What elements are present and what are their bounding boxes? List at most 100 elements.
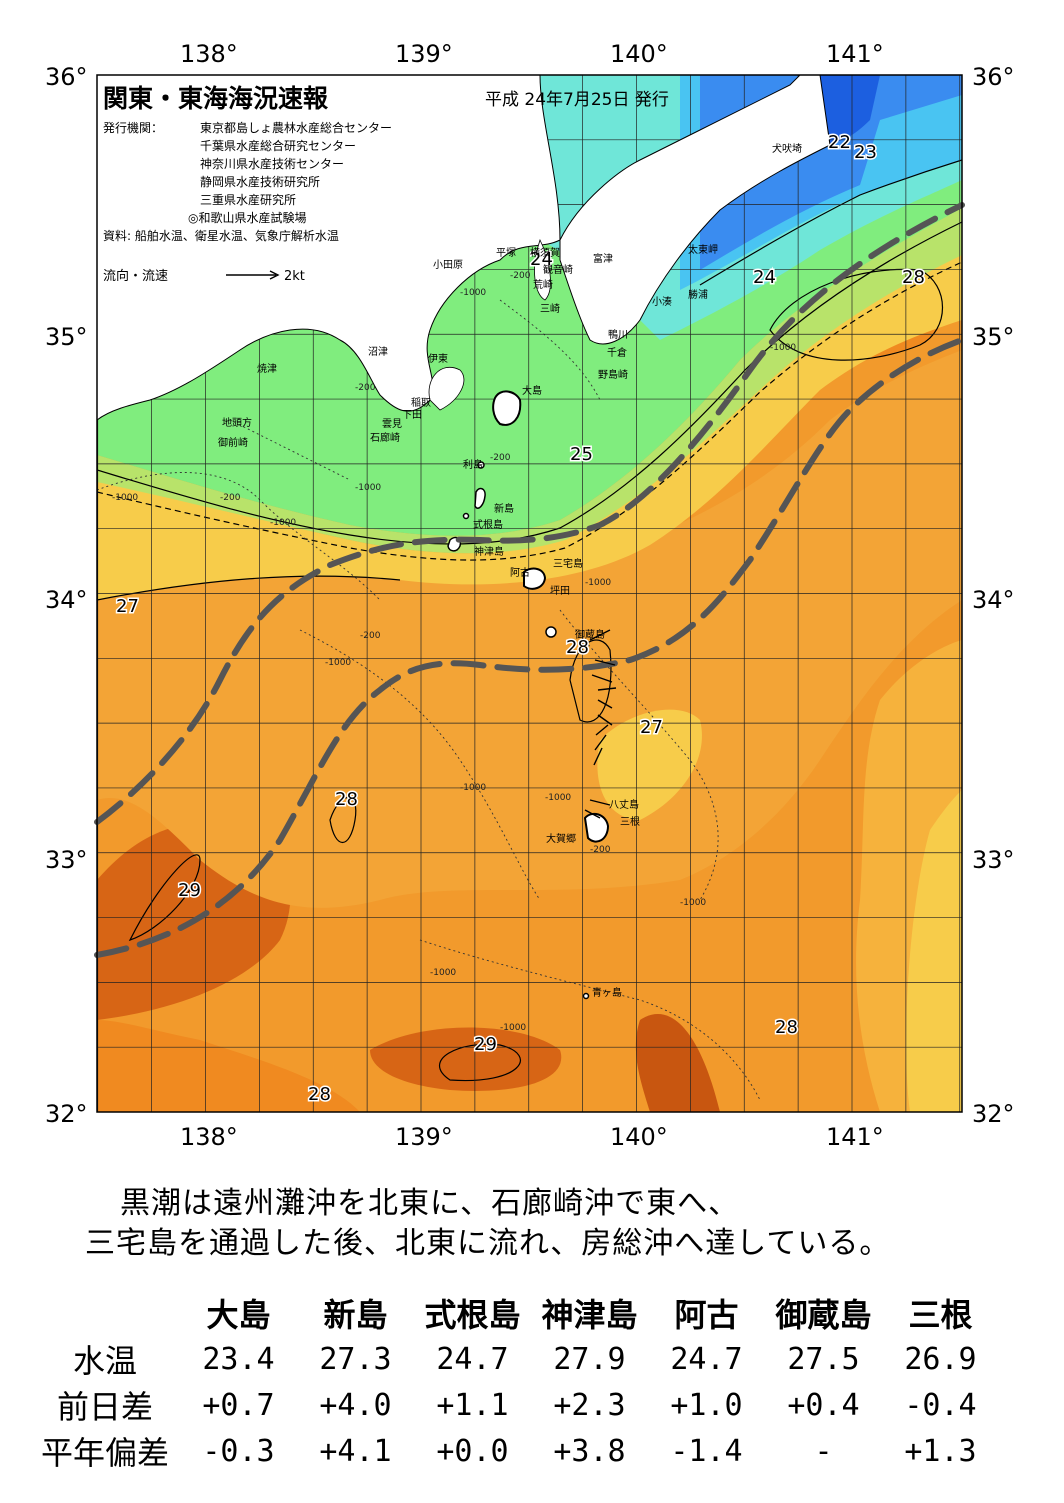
row-label: 水温 [72, 1342, 137, 1380]
depth-1000-b: -1000 [770, 343, 796, 353]
issuer-4: 静岡県水産技術研究所 [200, 174, 320, 189]
table-cell: +0.0 [436, 1433, 509, 1469]
niijima-island [474, 487, 486, 509]
issue-date: 平成 24年7月25日 発行 [485, 90, 669, 110]
col-header: 御蔵島 [775, 1296, 872, 1334]
lat-right-35: 35° [972, 323, 1015, 351]
place-kamogawa: 鴨川 [608, 328, 628, 341]
shikinejima-island [462, 512, 470, 520]
lat-left-32: 32° [45, 1100, 88, 1128]
table-cell: 27.3 [319, 1341, 392, 1377]
sst-table: 大島 新島 式根島 神津島 阿古 御蔵島 三根 水温 23.4 27.3 24.… [30, 1290, 999, 1474]
table-cell: +1.3 [904, 1433, 977, 1469]
label-28-c: 28 [335, 789, 358, 810]
label-27-b: 27 [640, 717, 663, 738]
table-cell: -0.3 [202, 1433, 275, 1469]
place-shimoda: 下田 [402, 410, 422, 421]
toshima-island [477, 461, 485, 469]
place-jitokata: 地頭方 [222, 416, 252, 429]
place-yaizu: 焼津 [257, 363, 277, 375]
place-taito: 太東岬 [688, 243, 718, 256]
hachijojima-island [583, 812, 610, 843]
lon-bottom-139: 139° [395, 1123, 453, 1151]
label-28-e: 28 [308, 1084, 331, 1105]
lat-left-33: 33° [45, 846, 88, 874]
sea-29-south [370, 1027, 562, 1091]
table-cell: - [814, 1433, 833, 1469]
place-aogashima: 青ヶ島 [592, 986, 622, 999]
table-cell: +1.1 [436, 1387, 509, 1423]
col-header: 三根 [908, 1296, 973, 1334]
place-miyakejima: 三宅島 [553, 557, 583, 570]
data-source: 資料: 船舶水温、衛星水温、気象庁解析水温 [103, 228, 339, 243]
table-cell: -0.4 [904, 1387, 977, 1423]
lon-top-139: 139° [395, 40, 453, 68]
table-cell: 26.9 [904, 1341, 977, 1377]
place-odawara: 小田原 [433, 259, 463, 271]
map-frame [96, 74, 963, 1113]
sea-27-band [97, 250, 962, 600]
depth-200-f: -200 [590, 845, 611, 855]
place-mikurajima: 御蔵島 [575, 628, 605, 641]
depth-1000-g: -1000 [585, 578, 611, 588]
place-mitsune: 三根 [620, 815, 640, 828]
sea-29-se [635, 1014, 720, 1112]
lon-top-138: 138° [180, 40, 238, 68]
label-24-a: 24 [530, 249, 553, 270]
sst-map: 関東・東海海況速報 平成 24年7月25日 発行 発行機関： 東京都島しょ農林水… [45, 40, 1015, 1151]
place-hachijojima: 八丈島 [609, 798, 639, 811]
kuroshio-axis [94, 202, 965, 958]
depth-contours [97, 299, 761, 1101]
lat-right-34: 34° [972, 586, 1015, 614]
lon-top-141: 141° [826, 40, 884, 68]
issuer-2: 千葉県水産総合研究センター [200, 138, 356, 153]
depth-200-a: -200 [510, 271, 531, 281]
sea-27-hachijo [597, 709, 702, 820]
place-inatori: 稲取 [411, 397, 431, 409]
place-inubo: 犬吠埼 [772, 142, 802, 155]
current-legend-label: 流向・流速 [103, 268, 168, 284]
depth-1000-d: -1000 [112, 493, 138, 503]
label-28-d: 28 [775, 1017, 798, 1038]
lon-bottom-140: 140° [610, 1123, 668, 1151]
place-irozaki: 石廊崎 [370, 431, 400, 444]
place-katsuura: 勝浦 [688, 288, 708, 301]
lon-bottom-138: 138° [180, 1123, 238, 1151]
depth-1000-a: -1000 [460, 288, 486, 298]
lon-bottom-141: 141° [826, 1123, 884, 1151]
place-araizaki: 荒崎 [533, 278, 553, 291]
issuer-6: ◎和歌山県水産試験場 [188, 210, 306, 225]
sea-28b-sw [97, 1020, 360, 1112]
col-header: 式根島 [424, 1296, 521, 1334]
place-tomitsu: 富津 [593, 252, 613, 265]
issuer-1: 東京都島しょ農林水産総合センター [200, 120, 392, 135]
place-ito: 伊東 [428, 352, 448, 365]
label-25: 25 [570, 444, 593, 465]
table-cell: +0.7 [202, 1387, 275, 1423]
lon-top-140: 140° [610, 40, 668, 68]
mikurajima-island [545, 626, 557, 638]
depth-200-b: -200 [355, 383, 376, 393]
place-ako: 阿古 [510, 566, 530, 579]
issuer-5: 三重県水産研究所 [200, 192, 296, 207]
place-tsubota: 坪田 [550, 584, 570, 597]
axis-labels: 138° 139° 140° 141° 138° 139° 140° 141° … [45, 40, 1015, 1151]
place-kozushima: 神津島 [474, 545, 504, 558]
lat-left-35: 35° [45, 323, 88, 351]
depth-1000-k: -1000 [430, 968, 456, 978]
depth-1000-j: -1000 [680, 898, 706, 908]
lat-right-36: 36° [972, 63, 1015, 91]
depth-1000-l: -1000 [500, 1023, 526, 1033]
row-label: 平年偏差 [40, 1434, 169, 1472]
table-header-row: 大島 新島 式根島 神津島 阿古 御蔵島 三根 [30, 1290, 999, 1336]
label-22: 22 [828, 132, 851, 153]
place-omaezaki: 御前崎 [218, 436, 248, 449]
lat-right-33: 33° [972, 846, 1015, 874]
label-28-b: 28 [566, 637, 589, 658]
aogashima-island [582, 992, 590, 1000]
label-24-b: 24 [753, 267, 776, 288]
table-cell: 23.4 [202, 1341, 275, 1377]
current-arrows [226, 270, 617, 819]
depth-1000-c: -1000 [355, 483, 381, 493]
table-cell: +4.0 [319, 1387, 392, 1423]
